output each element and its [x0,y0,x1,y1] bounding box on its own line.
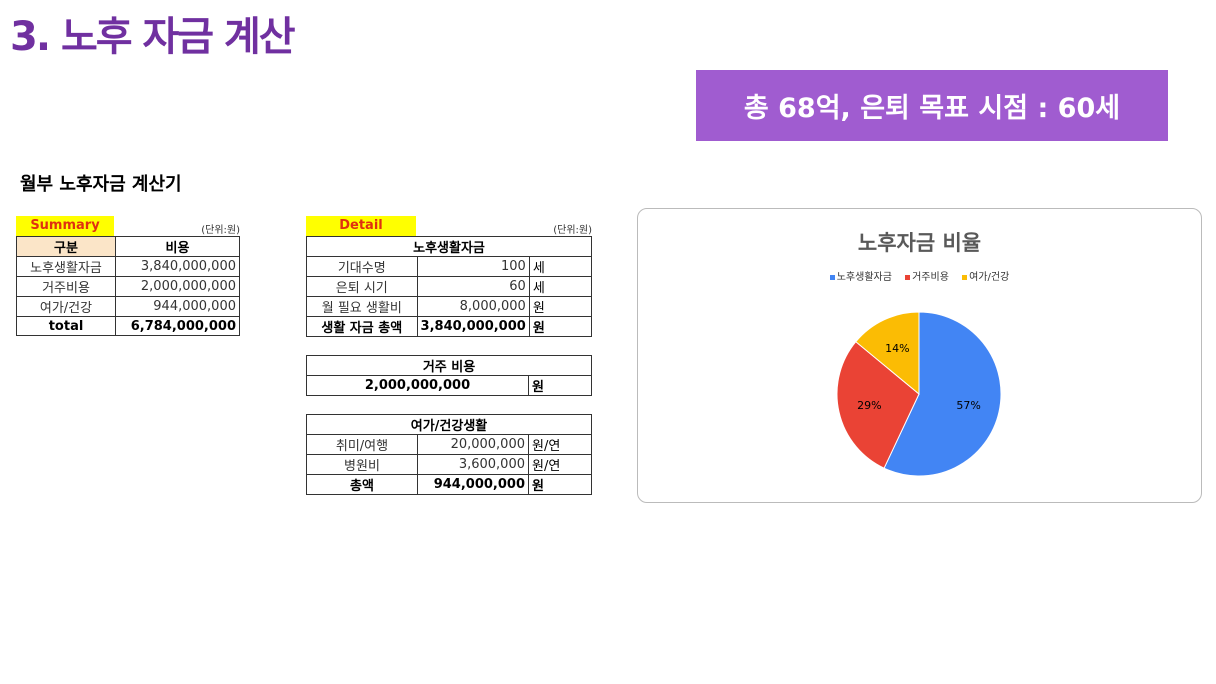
total-row: 총액 944,000,000 원 [306,474,592,495]
cell: 은퇴 시기 [306,276,418,297]
table-row: 여가/건강 944,000,000 [16,296,240,317]
housing-title: 거주 비용 [306,355,592,376]
cell: 월 필요 생활비 [306,296,418,317]
summary-tag: Summary [16,216,114,236]
table-row: 병원비 3,600,000 원/연 [306,454,592,475]
housing-unit: 원 [528,375,592,396]
summary-table: 구분 비용 노후생활자금 3,840,000,000 거주비용 2,000,000,0… [16,236,240,336]
cell: 병원비 [306,454,418,475]
cell: 8,000,000 [416,296,530,317]
legend-label: 노후생활자금 [836,272,892,283]
data-label: 57% [956,399,980,412]
cell: 세 [528,256,593,277]
living-title: 노후생활자금 [306,236,592,257]
data-label: 29% [857,399,881,412]
cell: 원 [528,296,593,317]
table-row: 거주비용 2,000,000,000 [16,276,240,297]
table-row: 월 필요 생활비 8,000,000 원 [306,296,593,317]
header-cost: 비용 [115,236,240,257]
leisure-table: 여가/건강생활 취미/여행 20,000,000 원/연 병원비 3,600,000 원… [306,414,592,495]
cell: 100 [416,256,530,277]
leisure-title: 여가/건강생활 [306,414,592,435]
cell: 총액 [306,474,418,495]
legend-swatch [905,275,911,280]
housing-table: 거주 비용 2,000,000,000 원 [306,355,592,396]
total-row: total 6,784,000,000 [16,316,240,336]
calculator-title: 월부 노후자금 계산기 [20,174,182,195]
table-row: 은퇴 시기 60 세 [306,276,593,297]
cell: 944,000,000 [115,296,240,317]
table-row: 기대수명 100 세 [306,256,593,277]
legend-item: 거주비용 [905,272,949,283]
cell: 60 [416,276,530,297]
cell: 여가/건강 [16,296,116,317]
cell: 원/연 [528,454,592,475]
cell: 기대수명 [306,256,418,277]
cell: 원 [528,316,593,337]
living-table: 노후생활자금 기대수명 100 세 은퇴 시기 60 세 월 필요 생활비 8,000,0… [306,236,593,337]
pie-chart-card: 노후자금 비율 노후생활자금 거주비용 여가/건강 57% 29% 14% [637,208,1202,503]
cell: 3,840,000,000 [115,256,240,277]
pie-slice-2 [855,311,920,396]
legend-swatch [829,275,835,280]
unit-label: (단위:원) [553,225,592,236]
chart-title: 노후자금 비율 [857,231,982,255]
legend-item: 노후생활자금 [829,272,892,283]
legend-label: 거주비용 [912,272,949,283]
unit-label: (단위:원) [201,225,240,236]
cell: total [16,316,116,336]
cell: 원/연 [528,434,592,455]
cell: 거주비용 [16,276,116,297]
detail-section: Detail (단위:원) 노후생활자금 기대수명 100 세 은퇴 시기 60 세 월… [306,216,593,495]
data-label: 14% [885,342,909,355]
summary-banner: 총 68억, 은퇴 목표 시점 : 60세 [696,70,1168,141]
cell: 생활 자금 총액 [306,316,418,337]
cell: 원 [528,474,592,495]
total-row: 생활 자금 총액 3,840,000,000 원 [306,316,593,337]
cell: 944,000,000 [417,474,529,495]
cell: 3,600,000 [417,454,529,475]
page-title: 3. 노후 자금 계산 [10,14,296,60]
cell: 3,840,000,000 [416,316,530,337]
legend-swatch [962,275,968,280]
pie-slice-1 [836,341,920,469]
legend-item: 여가/건강 [962,272,1009,283]
cell: 노후생활자금 [16,256,116,277]
housing-value: 2,000,000,000 [306,375,529,396]
legend-label: 여가/건강 [969,272,1010,283]
summary-section: Summary (단위:원) 구분 비용 노후생활자금 3,840,000,000 … [16,216,240,336]
table-row: 노후생활자금 3,840,000,000 [16,256,240,277]
chart-legend: 노후생활자금 거주비용 여가/건강 [638,268,1201,283]
table-row: 취미/여행 20,000,000 원/연 [306,434,592,455]
header-category: 구분 [16,236,116,257]
cell: 6,784,000,000 [115,316,240,336]
detail-tag: Detail [306,216,416,236]
pie-slice-0 [883,311,1002,477]
pie-chart: 57% 29% 14% [836,311,1002,477]
cell: 2,000,000,000 [115,276,240,297]
cell: 취미/여행 [306,434,418,455]
cell: 세 [528,276,593,297]
cell: 20,000,000 [417,434,529,455]
